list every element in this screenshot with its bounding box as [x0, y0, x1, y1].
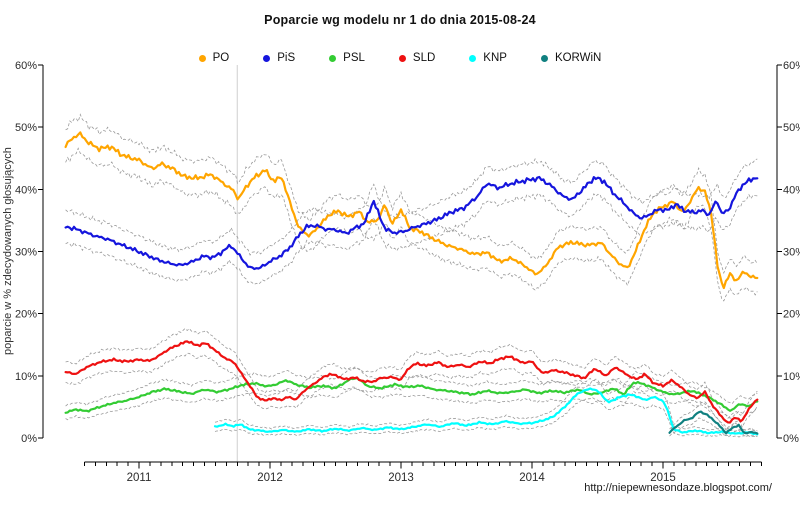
- confidence-band-PSL: [65, 367, 758, 407]
- y-tick-label: 10%: [783, 371, 800, 383]
- y-tick-label: 20%: [783, 309, 800, 321]
- legend-item-PiS: PiS: [263, 52, 295, 64]
- legend-label-KORWiN: KORWiN: [554, 52, 602, 64]
- legend-item-PO: PO: [198, 52, 230, 64]
- legend-label-PSL: PSL: [343, 52, 365, 64]
- legend-label-PiS: PiS: [277, 52, 296, 64]
- confidence-band-KNP: [214, 396, 758, 438]
- legend-item-PSL: PSL: [329, 52, 365, 64]
- legend-item-KORWiN: KORWiN: [540, 52, 602, 64]
- legend-dot-SLD: [398, 54, 406, 62]
- y-tick-label: 50%: [783, 122, 800, 134]
- series-line-KNP: [213, 387, 759, 436]
- confidence-band-SLD: [65, 352, 758, 429]
- legend-item-KNP: KNP: [469, 52, 507, 64]
- legend-dot-KNP: [469, 54, 477, 62]
- confidence-band-PSL: [65, 387, 758, 421]
- y-tick-label: 60%: [783, 60, 800, 72]
- y-tick-label: 10%: [15, 371, 37, 383]
- series-line-SLD: [64, 340, 759, 424]
- y-tick-label: 60%: [15, 60, 37, 72]
- y-tick-label: 30%: [783, 247, 800, 259]
- y-tick-label: 50%: [15, 122, 37, 134]
- confidence-band-PO: [65, 147, 758, 302]
- legend-label-PO: PO: [212, 52, 230, 64]
- chart-legend: PO PiS PSL SLD KNP KORWiN: [0, 52, 800, 64]
- legend-label-SLD: SLD: [412, 52, 436, 64]
- legend-dot-PO: [198, 54, 206, 62]
- legend-dot-PSL: [329, 54, 337, 62]
- legend-label-KNP: KNP: [483, 52, 507, 64]
- confidence-band-KNP: [214, 377, 758, 433]
- x-tick-label: 2011: [127, 472, 152, 484]
- chart-title: Poparcie wg modelu nr 1 do dnia 2015-08-…: [264, 13, 536, 27]
- confidence-band-PiS: [65, 157, 758, 256]
- y-tick-label: 40%: [783, 184, 800, 196]
- y-tick-label: 0%: [21, 433, 37, 445]
- x-tick-label: 2014: [519, 472, 545, 484]
- series-line-PiS: [64, 175, 759, 271]
- legend-dot-KORWiN: [540, 54, 548, 62]
- y-tick-label: 30%: [15, 247, 37, 259]
- x-tick-label: 2013: [388, 472, 414, 484]
- confidence-band-KORWiN: [669, 417, 758, 438]
- x-tick-label: 2015: [650, 472, 676, 484]
- confidence-band-PiS: [65, 192, 758, 285]
- source-url: http://niepewnesondaze.blogspot.com/: [584, 482, 772, 494]
- legend-dot-PiS: [263, 54, 271, 62]
- y-axis-title: poparcie w % zdecydowanych głosujących: [2, 147, 14, 356]
- series-line-KORWiN: [668, 410, 759, 435]
- series-line-PSL: [64, 377, 759, 414]
- legend-item-SLD: SLD: [398, 52, 436, 64]
- y-tick-label: 20%: [15, 309, 37, 321]
- x-tick-label: 2012: [257, 472, 283, 484]
- confidence-band-SLD: [65, 327, 758, 419]
- y-tick-label: 40%: [15, 184, 37, 196]
- confidence-band-PO: [65, 113, 758, 275]
- y-tick-label: 0%: [783, 433, 799, 445]
- confidence-band-KORWiN: [669, 404, 758, 432]
